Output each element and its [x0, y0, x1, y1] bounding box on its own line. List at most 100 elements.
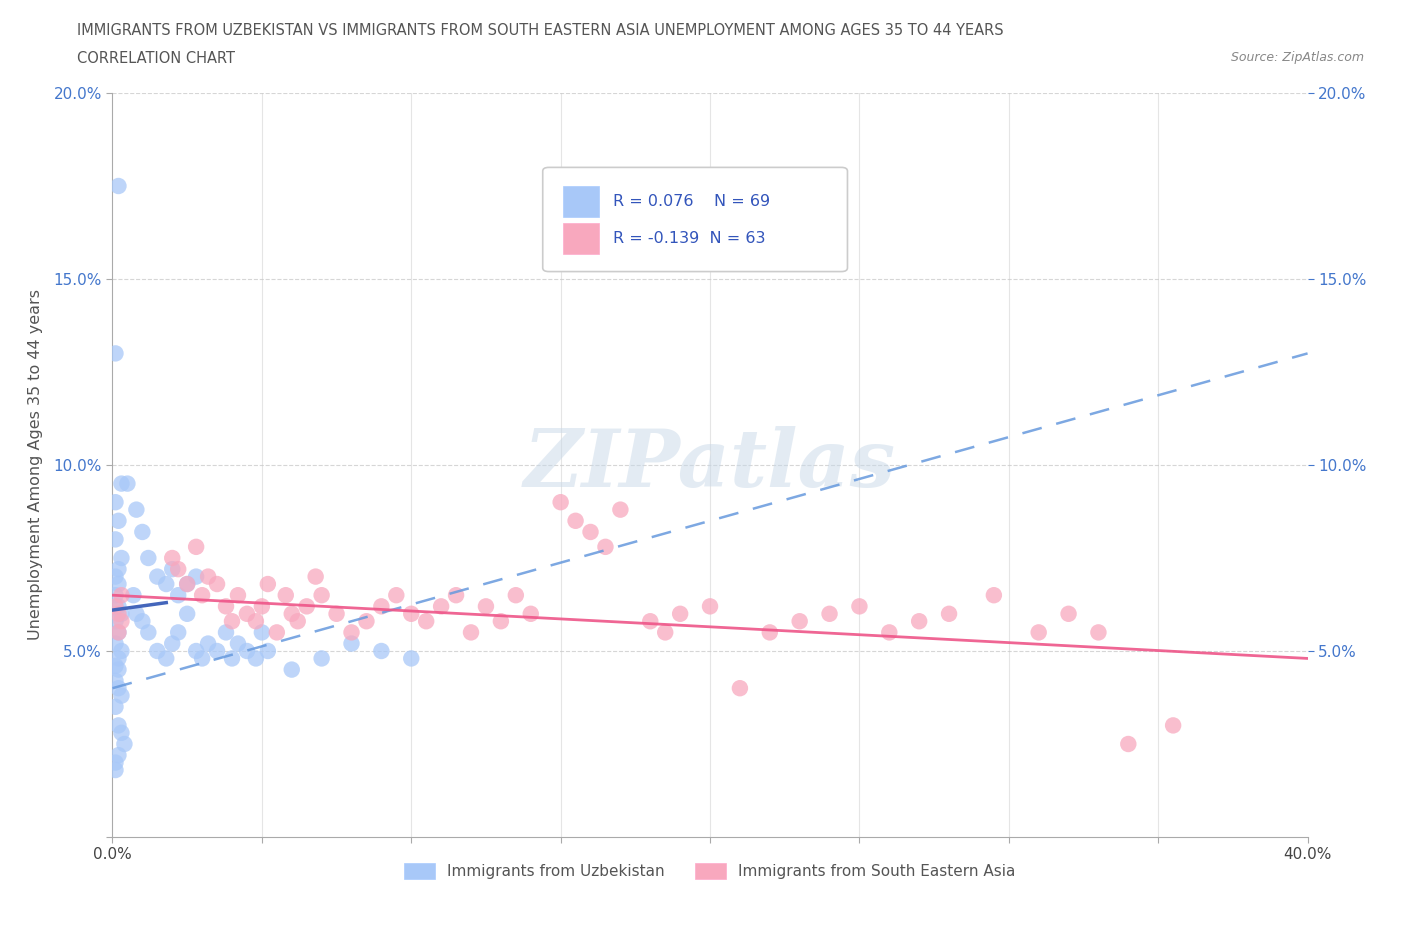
Point [167, 625, 190, 640]
Point [110, 476, 132, 491]
FancyBboxPatch shape [543, 167, 848, 272]
Point [221, 614, 243, 629]
Text: R = 0.076    N = 69: R = 0.076 N = 69 [613, 194, 770, 209]
Point [281, 606, 304, 621]
Point [475, 599, 498, 614]
Point [257, 577, 280, 591]
Point [186, 644, 208, 658]
Point [520, 606, 543, 621]
Point [138, 551, 160, 565]
Point [370, 644, 392, 658]
Point [104, 588, 127, 603]
Text: IMMIGRANTS FROM UZBEKISTAN VS IMMIGRANTS FROM SOUTH EASTERN ASIA UNEMPLOYMENT AM: IMMIGRANTS FROM UZBEKISTAN VS IMMIGRANTS… [77, 23, 1004, 38]
Point [162, 551, 183, 565]
Point [489, 614, 512, 629]
Text: ZIPatlas: ZIPatlas [524, 426, 896, 504]
Point [104, 532, 127, 547]
Point [205, 577, 228, 591]
Point [104, 699, 127, 714]
Point [191, 588, 214, 603]
Point [107, 718, 129, 733]
Point [162, 636, 183, 651]
Point [699, 599, 721, 614]
Point [110, 606, 132, 621]
Point [728, 681, 751, 696]
Point [340, 625, 363, 640]
Point [305, 569, 328, 584]
Point [250, 625, 273, 640]
Point [789, 614, 811, 629]
Point [505, 588, 527, 603]
Point [110, 551, 132, 565]
Point [245, 614, 267, 629]
Point [215, 599, 238, 614]
Point [266, 625, 288, 640]
Point [215, 625, 238, 640]
Point [146, 644, 169, 658]
Point [250, 599, 273, 614]
Point [125, 502, 148, 517]
Legend: Immigrants from Uzbekistan, Immigrants from South Eastern Asia: Immigrants from Uzbekistan, Immigrants f… [398, 857, 1022, 885]
Point [176, 577, 198, 591]
Point [186, 569, 208, 584]
Point [226, 588, 249, 603]
Point [138, 625, 160, 640]
Point [311, 651, 333, 666]
Point [107, 681, 129, 696]
Point [167, 588, 190, 603]
Point [107, 662, 129, 677]
Point [122, 588, 145, 603]
Point [155, 651, 177, 666]
Point [385, 588, 408, 603]
Point [274, 588, 297, 603]
Point [104, 755, 127, 770]
Point [104, 673, 127, 688]
Text: CORRELATION CHART: CORRELATION CHART [77, 51, 235, 66]
Point [669, 606, 692, 621]
Point [117, 476, 139, 491]
Point [114, 737, 135, 751]
Text: R = -0.139  N = 63: R = -0.139 N = 63 [613, 232, 766, 246]
Point [879, 625, 901, 640]
Point [415, 614, 437, 629]
Text: Source: ZipAtlas.com: Source: ZipAtlas.com [1230, 51, 1364, 64]
Point [226, 636, 249, 651]
Point [110, 725, 132, 740]
Point [107, 562, 129, 577]
Point [125, 606, 148, 621]
Point [104, 346, 127, 361]
Point [107, 748, 129, 763]
Bar [562, 186, 599, 218]
Point [287, 614, 309, 629]
Point [205, 644, 228, 658]
Point [162, 562, 183, 577]
Point [176, 577, 198, 591]
Point [131, 525, 153, 539]
Point [104, 614, 127, 629]
Point [197, 569, 219, 584]
Point [104, 599, 127, 614]
Point [131, 614, 153, 629]
Point [221, 651, 243, 666]
Point [356, 614, 378, 629]
Point [1087, 625, 1109, 640]
Point [609, 502, 631, 517]
Point [1118, 737, 1140, 751]
Point [104, 636, 127, 651]
Point [104, 658, 127, 673]
Point [104, 569, 127, 584]
Point [370, 599, 392, 614]
Point [1028, 625, 1050, 640]
Point [281, 662, 304, 677]
Point [938, 606, 960, 621]
Point [295, 599, 318, 614]
Point [107, 625, 129, 640]
Point [110, 688, 132, 703]
Point [654, 625, 676, 640]
Point [550, 495, 572, 510]
Point [848, 599, 870, 614]
Point [579, 525, 602, 539]
Point [908, 614, 931, 629]
Point [107, 577, 129, 591]
Point [340, 636, 363, 651]
